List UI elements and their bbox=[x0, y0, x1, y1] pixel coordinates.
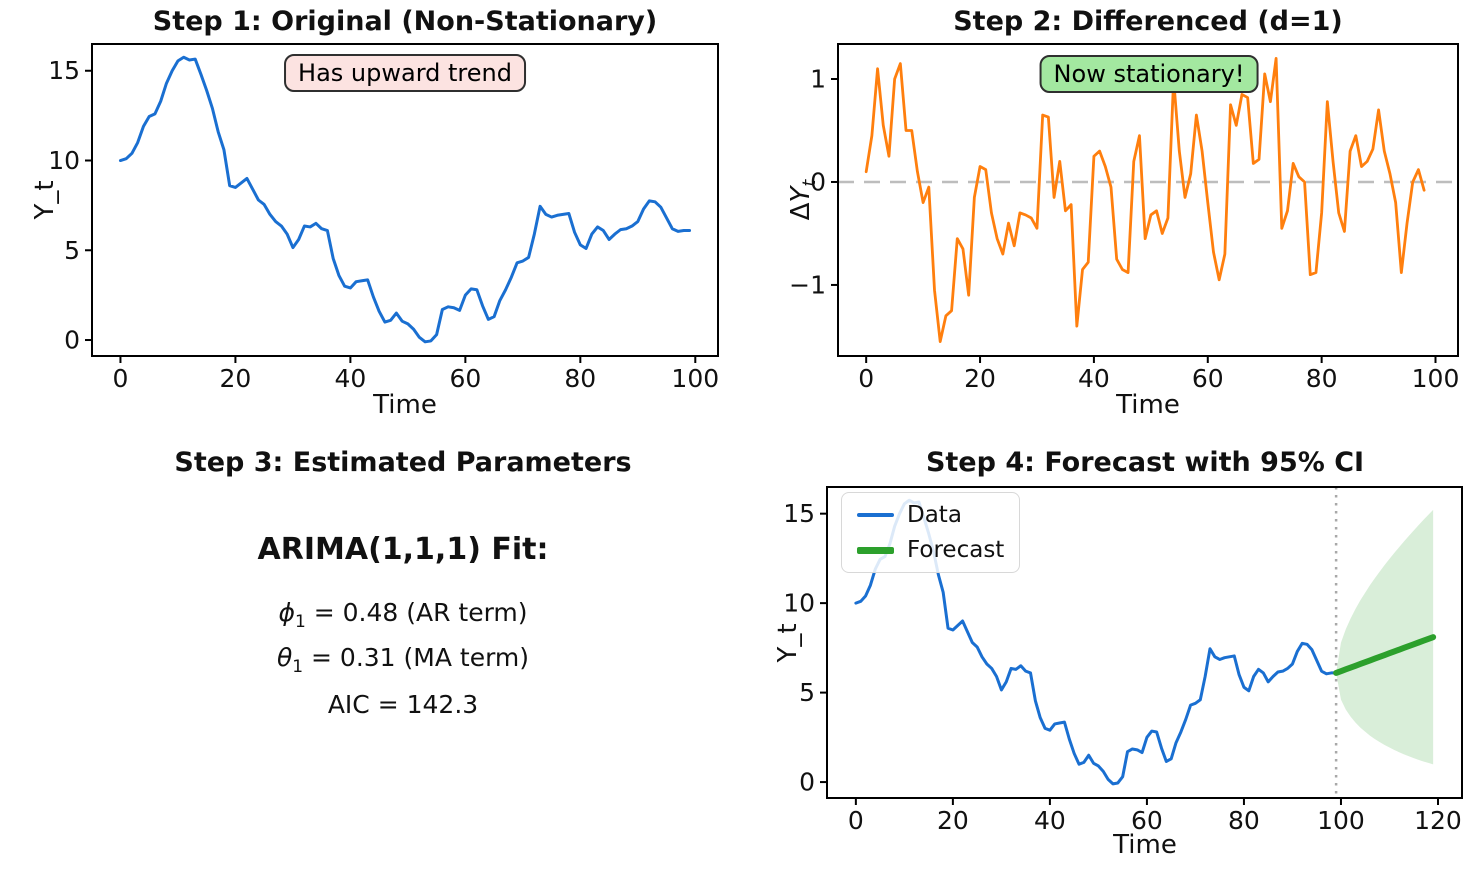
theta-subscript: 1 bbox=[292, 657, 304, 677]
svg-text:100: 100 bbox=[1317, 806, 1365, 835]
step4-title: Step 4: Forecast with 95% CI bbox=[925, 447, 1365, 478]
svg-text:40: 40 bbox=[334, 364, 366, 393]
step2-y-axis-label: ΔYt bbox=[786, 180, 820, 221]
legend-item-data: Data bbox=[857, 502, 1004, 528]
legend-label-forecast: Forecast bbox=[907, 537, 1005, 563]
ma-term-value: = 0.31 (MA term) bbox=[303, 643, 530, 672]
svg-text:40: 40 bbox=[1078, 364, 1110, 393]
panel-step4: 0 20 40 60 80 100 120 0 5 10 15 Step 4: Forecast w… bbox=[737, 438, 1474, 876]
step1-title: Step 1: Original (Non-Stationary) bbox=[152, 6, 658, 37]
svg-text:60: 60 bbox=[1192, 364, 1224, 393]
delta-symbol: Δ bbox=[785, 202, 816, 221]
svg-text:15: 15 bbox=[783, 499, 815, 528]
step1-chart: 0 20 40 60 80 100 0 5 10 15 bbox=[48, 43, 719, 393]
svg-text:20: 20 bbox=[964, 364, 996, 393]
svg-text:5: 5 bbox=[64, 236, 80, 265]
ma-term-line: θ1 = 0.31 (MA term) bbox=[277, 643, 529, 677]
svg-text:15: 15 bbox=[48, 56, 80, 85]
svg-text:20: 20 bbox=[937, 806, 969, 835]
svg-text:0: 0 bbox=[810, 167, 826, 196]
step4-x-axis-label: Time bbox=[1113, 830, 1177, 860]
svg-text:0: 0 bbox=[64, 326, 80, 355]
step2-title: Step 2: Differenced (d=1) bbox=[953, 6, 1343, 37]
svg-text:5: 5 bbox=[799, 678, 815, 707]
panel-step3: Step 3: Estimated Parameters ARIMA(1,1,1… bbox=[0, 438, 737, 876]
svg-text:100: 100 bbox=[671, 364, 719, 393]
svg-text:−1: −1 bbox=[789, 270, 826, 299]
svg-text:120: 120 bbox=[1414, 806, 1462, 835]
step2-chart: 0 20 40 60 80 100 −1 0 1 bbox=[789, 43, 1460, 393]
aic-line: AIC = 142.3 bbox=[328, 690, 478, 719]
step2-annotation-box: Now stationary! bbox=[1039, 55, 1259, 93]
step4-y-axis-label: Y_t bbox=[773, 623, 803, 663]
t-subscript: t bbox=[800, 179, 821, 187]
step1-annotation-box: Has upward trend bbox=[284, 54, 526, 92]
ar-term-value: = 0.48 (AR term) bbox=[305, 598, 528, 627]
forecast-line-swatch bbox=[857, 546, 894, 554]
arima-fit-heading: ARIMA(1,1,1) Fit: bbox=[257, 532, 549, 567]
panel-step1: 0 20 40 60 80 100 0 5 10 15 Step 1: Original (Non… bbox=[0, 0, 737, 438]
legend-label-data: Data bbox=[907, 502, 962, 528]
aic-value: AIC = 142.3 bbox=[327, 690, 479, 719]
phi-subscript: 1 bbox=[294, 612, 306, 632]
svg-text:10: 10 bbox=[48, 146, 80, 175]
svg-text:40: 40 bbox=[1034, 806, 1066, 835]
svg-text:10: 10 bbox=[783, 589, 815, 618]
y-symbol: Y bbox=[785, 186, 816, 203]
legend-item-forecast: Forecast bbox=[857, 537, 1004, 563]
step3-title: Step 3: Estimated Parameters bbox=[174, 447, 632, 478]
svg-text:80: 80 bbox=[564, 364, 596, 393]
svg-text:0: 0 bbox=[848, 806, 864, 835]
ar-term-line: ϕ1 = 0.48 (AR term) bbox=[278, 598, 527, 632]
svg-text:20: 20 bbox=[220, 364, 252, 393]
step4-chart: 0 20 40 60 80 100 120 0 5 10 15 bbox=[783, 486, 1463, 835]
svg-text:0: 0 bbox=[113, 364, 129, 393]
theta-symbol: θ bbox=[276, 643, 293, 672]
svg-text:60: 60 bbox=[449, 364, 481, 393]
svg-text:0: 0 bbox=[858, 364, 874, 393]
svg-text:100: 100 bbox=[1412, 364, 1460, 393]
phi-symbol: ϕ bbox=[278, 598, 295, 627]
step1-x-axis-label: Time bbox=[373, 390, 437, 420]
step2-x-axis-label: Time bbox=[1116, 390, 1180, 420]
step1-y-axis-label: Y_t bbox=[30, 180, 60, 220]
data-line-swatch bbox=[857, 513, 894, 517]
svg-text:80: 80 bbox=[1228, 806, 1260, 835]
svg-text:0: 0 bbox=[799, 768, 815, 797]
svg-text:60: 60 bbox=[1131, 806, 1163, 835]
legend: Data Forecast bbox=[841, 492, 1021, 573]
svg-text:80: 80 bbox=[1306, 364, 1338, 393]
svg-text:1: 1 bbox=[810, 65, 826, 94]
panel-step2: 0 20 40 60 80 100 −1 0 1 Step 2: Differenced (d=… bbox=[737, 0, 1474, 438]
